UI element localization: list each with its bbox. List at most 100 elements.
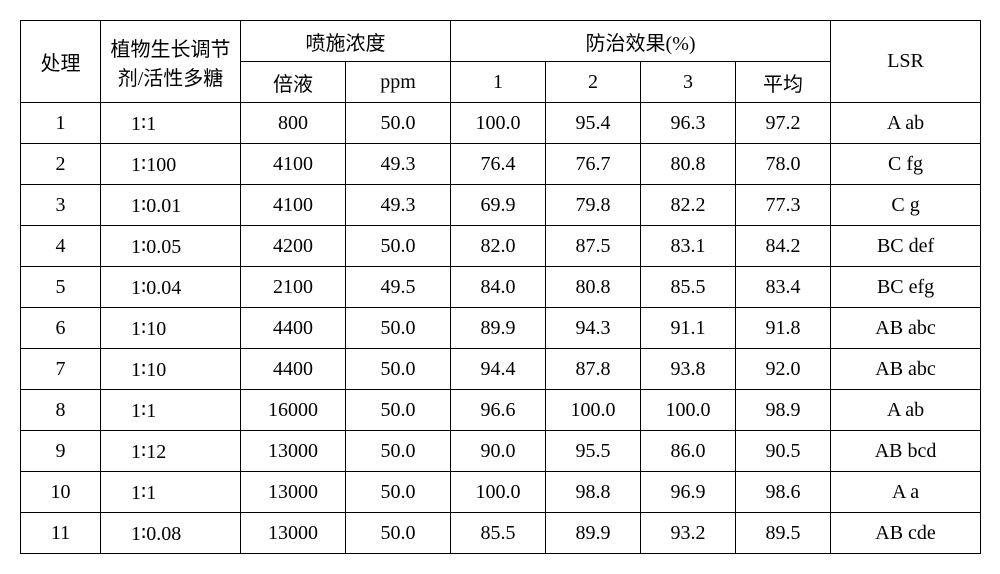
cell-v1: 84.0 — [451, 267, 546, 308]
cell-v3: 83.1 — [641, 226, 736, 267]
cell-v2: 95.5 — [546, 431, 641, 472]
cell-ppm: 49.3 — [346, 144, 451, 185]
cell-v2: 100.0 — [546, 390, 641, 431]
cell-v2: 94.3 — [546, 308, 641, 349]
cell-v3: 96.9 — [641, 472, 736, 513]
data-table: 处理 植物生长调节剂/活性多糖 喷施浓度 防治效果(%) LSR 倍液 ppm … — [20, 20, 981, 554]
col-dilution: 倍液 — [241, 62, 346, 103]
cell-ratio: 1∶10 — [101, 308, 241, 349]
cell-v3: 80.8 — [641, 144, 736, 185]
cell-ratio: 1∶10 — [101, 349, 241, 390]
cell-ppm: 50.0 — [346, 308, 451, 349]
cell-v1: 82.0 — [451, 226, 546, 267]
table-row: 101∶11300050.0100.098.896.998.6A a — [21, 472, 981, 513]
cell-ratio: 1∶1 — [101, 390, 241, 431]
table-row: 41∶0.05420050.082.087.583.184.2BC def — [21, 226, 981, 267]
cell-ppm: 49.5 — [346, 267, 451, 308]
table-row: 11∶180050.0100.095.496.397.2A ab — [21, 103, 981, 144]
cell-v3: 96.3 — [641, 103, 736, 144]
cell-ppm: 50.0 — [346, 472, 451, 513]
cell-ratio: 1∶100 — [101, 144, 241, 185]
cell-v1: 100.0 — [451, 472, 546, 513]
table-row: 21∶100410049.376.476.780.878.0C fg — [21, 144, 981, 185]
cell-v2: 76.7 — [546, 144, 641, 185]
cell-treatment: 5 — [21, 267, 101, 308]
cell-v1: 94.4 — [451, 349, 546, 390]
cell-v2: 95.4 — [546, 103, 641, 144]
col-ppm: ppm — [346, 62, 451, 103]
cell-v2: 87.5 — [546, 226, 641, 267]
cell-treatment: 2 — [21, 144, 101, 185]
cell-ppm: 50.0 — [346, 349, 451, 390]
cell-treatment: 6 — [21, 308, 101, 349]
cell-v3: 86.0 — [641, 431, 736, 472]
cell-treatment: 3 — [21, 185, 101, 226]
cell-treatment: 1 — [21, 103, 101, 144]
table-row: 91∶121300050.090.095.586.090.5AB bcd — [21, 431, 981, 472]
cell-avg: 90.5 — [736, 431, 831, 472]
cell-v2: 80.8 — [546, 267, 641, 308]
cell-v1: 85.5 — [451, 513, 546, 554]
cell-avg: 98.6 — [736, 472, 831, 513]
col-e3: 3 — [641, 62, 736, 103]
cell-ratio: 1∶0.04 — [101, 267, 241, 308]
cell-avg: 92.0 — [736, 349, 831, 390]
cell-v2: 98.8 — [546, 472, 641, 513]
cell-lsr: A a — [831, 472, 981, 513]
cell-dilution: 2100 — [241, 267, 346, 308]
table-row: 81∶11600050.096.6100.0100.098.9A ab — [21, 390, 981, 431]
cell-v3: 91.1 — [641, 308, 736, 349]
cell-dilution: 4200 — [241, 226, 346, 267]
cell-ppm: 50.0 — [346, 226, 451, 267]
cell-avg: 89.5 — [736, 513, 831, 554]
cell-ratio: 1∶12 — [101, 431, 241, 472]
cell-dilution: 4100 — [241, 185, 346, 226]
col-lsr: LSR — [831, 21, 981, 103]
cell-v1: 89.9 — [451, 308, 546, 349]
cell-lsr: A ab — [831, 390, 981, 431]
table-row: 51∶0.04210049.584.080.885.583.4BC efg — [21, 267, 981, 308]
cell-ratio: 1∶0.05 — [101, 226, 241, 267]
cell-treatment: 9 — [21, 431, 101, 472]
cell-v1: 96.6 — [451, 390, 546, 431]
cell-lsr: BC efg — [831, 267, 981, 308]
cell-dilution: 4400 — [241, 308, 346, 349]
table-row: 31∶0.01410049.369.979.882.277.3C g — [21, 185, 981, 226]
cell-v3: 100.0 — [641, 390, 736, 431]
table-row: 111∶0.081300050.085.589.993.289.5AB cde — [21, 513, 981, 554]
cell-lsr: AB bcd — [831, 431, 981, 472]
cell-avg: 84.2 — [736, 226, 831, 267]
cell-lsr: AB abc — [831, 308, 981, 349]
col-avg: 平均 — [736, 62, 831, 103]
col-e2: 2 — [546, 62, 641, 103]
cell-v2: 87.8 — [546, 349, 641, 390]
cell-ratio: 1∶0.01 — [101, 185, 241, 226]
cell-dilution: 13000 — [241, 472, 346, 513]
table-header: 处理 植物生长调节剂/活性多糖 喷施浓度 防治效果(%) LSR 倍液 ppm … — [21, 21, 981, 103]
cell-avg: 77.3 — [736, 185, 831, 226]
cell-avg: 83.4 — [736, 267, 831, 308]
cell-dilution: 16000 — [241, 390, 346, 431]
table-body: 11∶180050.0100.095.496.397.2A ab21∶10041… — [21, 103, 981, 554]
cell-v2: 79.8 — [546, 185, 641, 226]
cell-ppm: 50.0 — [346, 103, 451, 144]
cell-lsr: C fg — [831, 144, 981, 185]
table-row: 71∶10440050.094.487.893.892.0AB abc — [21, 349, 981, 390]
cell-ratio: 1∶0.08 — [101, 513, 241, 554]
cell-avg: 97.2 — [736, 103, 831, 144]
table-row: 61∶10440050.089.994.391.191.8AB abc — [21, 308, 981, 349]
cell-avg: 98.9 — [736, 390, 831, 431]
cell-treatment: 11 — [21, 513, 101, 554]
cell-v2: 89.9 — [546, 513, 641, 554]
col-effect: 防治效果(%) — [451, 21, 831, 62]
cell-lsr: A ab — [831, 103, 981, 144]
cell-dilution: 4400 — [241, 349, 346, 390]
cell-v3: 93.2 — [641, 513, 736, 554]
col-concentration: 喷施浓度 — [241, 21, 451, 62]
cell-v1: 69.9 — [451, 185, 546, 226]
cell-lsr: BC def — [831, 226, 981, 267]
cell-treatment: 4 — [21, 226, 101, 267]
cell-ppm: 50.0 — [346, 431, 451, 472]
cell-v3: 93.8 — [641, 349, 736, 390]
cell-lsr: AB cde — [831, 513, 981, 554]
